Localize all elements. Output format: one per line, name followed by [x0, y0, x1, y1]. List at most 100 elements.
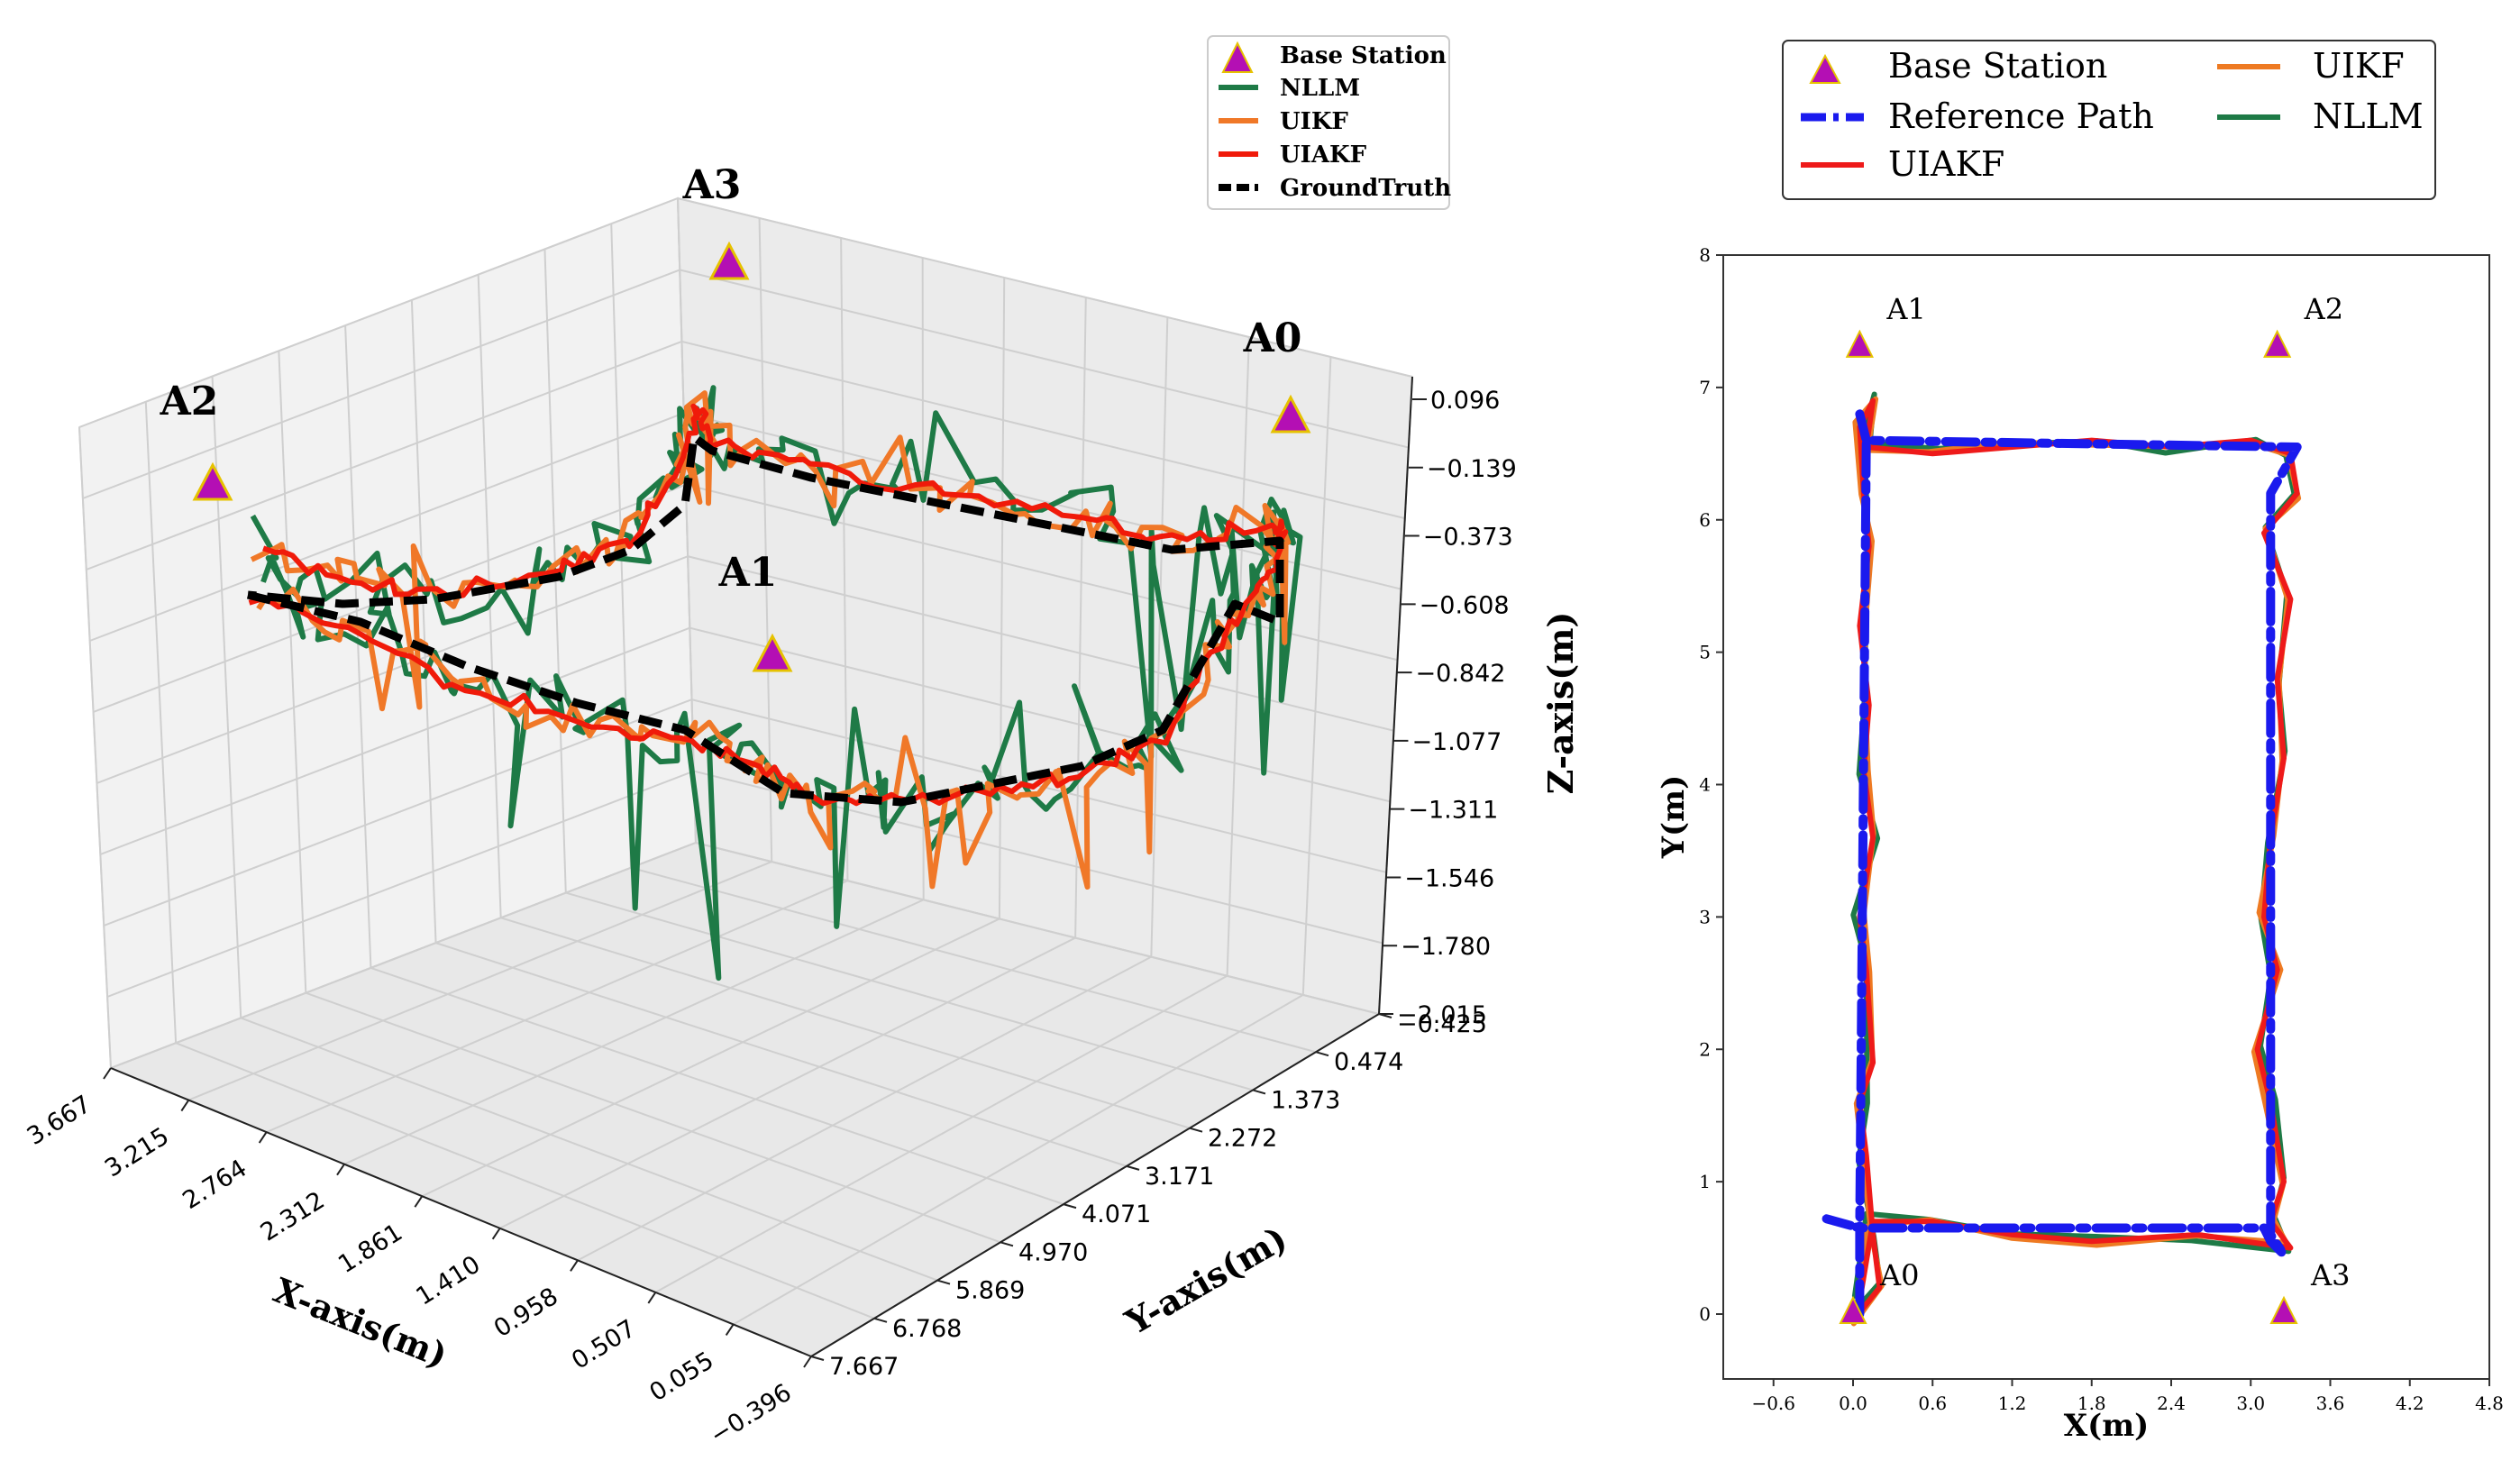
grid-line-y	[435, 942, 1128, 1167]
legend-3d-label-1: NLLM	[1280, 75, 1360, 102]
grid-line-y	[370, 966, 1064, 1206]
trajectories-2d	[1822, 391, 2302, 1327]
z-tick-label: 0.096	[1430, 387, 1500, 415]
y-tick-label-2d: 1	[1699, 1171, 1711, 1192]
grid-line-wall-right	[758, 217, 773, 863]
y-tick-label-2d: 5	[1699, 642, 1711, 663]
y-tick-label-2d: 7	[1699, 377, 1711, 398]
x-tick-label-2d: 4.2	[2396, 1392, 2424, 1414]
y-tick-label-2d: 0	[1699, 1303, 1711, 1325]
grid-line-wall-left	[78, 426, 112, 1069]
base-station-label-a2: A2	[160, 379, 219, 425]
base-station-label-2d-a3: A3	[2310, 1258, 2350, 1292]
y-tick-mark	[1126, 1164, 1140, 1171]
x-tick-mark	[180, 1100, 190, 1112]
x-tick-mark	[103, 1067, 112, 1080]
trajectories-3d	[246, 385, 1303, 982]
legend-2d-label-3: UIKF	[2313, 46, 2405, 86]
grid-line-x	[266, 880, 848, 1134]
x-tick-label: 3.215	[100, 1122, 174, 1182]
y-tick-mark	[936, 1279, 951, 1285]
x-tick-mark	[725, 1323, 735, 1336]
x-tick-label-2d: 2.4	[2157, 1392, 2186, 1414]
tick-labels-2d: −0.6 0.0 0.6 1.2 1.8 2.4 3.0 3.6 4.2 4.8 0 1 2 3 4 5 6 7 8	[1699, 244, 2504, 1414]
z-tick-label: −0.608	[1420, 591, 1510, 619]
grid-line-x	[733, 994, 1304, 1326]
series-groundtruth-3d	[246, 433, 1284, 807]
y-tick-label-2d: 8	[1699, 244, 1711, 266]
legend-2d-frame	[1782, 40, 2436, 200]
grid-line-y	[500, 917, 1191, 1129]
grid-line-x	[499, 936, 1076, 1229]
base-station-label-2d-a2: A2	[2304, 292, 2343, 326]
y-tick-label: 0.474	[1334, 1048, 1403, 1076]
grid-line-y	[240, 1017, 938, 1282]
x-tick-label: 2.312	[256, 1186, 330, 1246]
y-tick-mark	[873, 1317, 888, 1323]
x-tick-mark	[803, 1356, 812, 1368]
y-tick-label: 2.272	[1208, 1125, 1277, 1153]
z-tick-label: −0.373	[1423, 524, 1513, 552]
legend-3d-label-2: UIKF	[1280, 108, 1348, 135]
z-axis-line	[1378, 376, 1413, 1015]
y-axis-line	[810, 1013, 1380, 1357]
z-tick-label: −0.842	[1416, 660, 1506, 688]
z-tick-label: −0.139	[1427, 455, 1517, 483]
legend-2d-label-2: UIAKF	[1888, 144, 2004, 184]
chart-3d-trajectory: 3.6673.2152.7642.3121.8611.4100.9580.507…	[23, 35, 1581, 1450]
y-tick-mark	[1189, 1127, 1203, 1133]
base-station-marker-2d-a3	[2269, 1295, 2298, 1324]
grid-line-wall-right	[1301, 356, 1332, 995]
legend-2d-base-station-marker	[1809, 53, 1841, 84]
x-tick-mark	[336, 1164, 345, 1176]
grid-line-y	[565, 891, 1254, 1091]
legend-3d-base-station-marker	[1221, 41, 1254, 73]
x-tick-mark	[570, 1259, 579, 1272]
grid-line-wall-left	[410, 299, 437, 944]
grid-line-x	[343, 899, 925, 1165]
y-tick-label: 4.970	[1018, 1238, 1088, 1266]
y-axis-label: Y-axis(m)	[1118, 1218, 1293, 1343]
z-tick-label: −1.077	[1411, 728, 1502, 756]
base-station-marker-2d-a1	[1845, 329, 1874, 358]
base-station-label-a0: A0	[1243, 315, 1302, 361]
base-station-label-2d-a1: A1	[1885, 292, 1925, 326]
legend-2d: Base Station Reference Path UIAKF UIKF N…	[1782, 40, 2436, 200]
x-tick-label: 3.667	[23, 1091, 96, 1151]
grid-line-y	[630, 866, 1317, 1054]
z-tick-label: −1.311	[1408, 797, 1498, 825]
base-station-marker-2d-a2	[2263, 329, 2292, 358]
x-tick-label-2d: 3.6	[2316, 1392, 2345, 1414]
grid-line-wall-left	[344, 325, 372, 968]
y-tick-label: 4.071	[1082, 1201, 1151, 1228]
x-tick-mark	[414, 1195, 424, 1208]
legend-3d-label-0: Base Station	[1280, 42, 1447, 69]
y-tick-label-2d: 3	[1699, 906, 1711, 927]
z-tick-label: −1.780	[1401, 933, 1491, 961]
chart-2d-trajectory: −0.6 0.0 0.6 1.2 1.8 2.4 3.0 3.6 4.2 4.8 0 1 2 3 4 5 6 7 8…	[1656, 40, 2504, 1444]
y-tick-label: 7.667	[829, 1353, 899, 1381]
y-tick-mark	[1000, 1241, 1014, 1247]
series-reference-path-2d	[1822, 409, 2302, 1319]
base-station-marker-a0	[1270, 394, 1311, 434]
x-tick-label: 0.958	[489, 1283, 563, 1343]
y-tick-label: 1.373	[1271, 1086, 1340, 1114]
legend-3d-label-3: UIAKF	[1280, 142, 1367, 169]
grid-line-x	[421, 918, 1000, 1198]
y-tick-label-2d: 4	[1699, 774, 1711, 796]
legend-2d-label-0: Base Station	[1888, 46, 2107, 86]
y-tick-label: 3.171	[1145, 1163, 1214, 1191]
legend-3d-frame	[1207, 35, 1450, 210]
y-tick-label-2d: 2	[1699, 1038, 1711, 1060]
x-tick-label-2d: 3.0	[2236, 1392, 2265, 1414]
z-tick-labels: 0.096 −0.139 −0.373 −0.608 −0.842 −1.077 −1.31…	[1379, 387, 1517, 1029]
z-tick-label: −1.546	[1404, 864, 1494, 892]
grid-line-x	[577, 955, 1152, 1262]
grid-line-wall-right	[1226, 336, 1250, 976]
x-tick-label-2d: 0.0	[1839, 1392, 1867, 1414]
x-tick-label: −0.396	[706, 1379, 797, 1450]
legend-2d-label-1: Reference Path	[1888, 96, 2154, 136]
y-tick-label: 5.869	[955, 1277, 1025, 1305]
y-tick-label-2d: 6	[1699, 509, 1711, 531]
grid-line-x	[187, 861, 772, 1101]
